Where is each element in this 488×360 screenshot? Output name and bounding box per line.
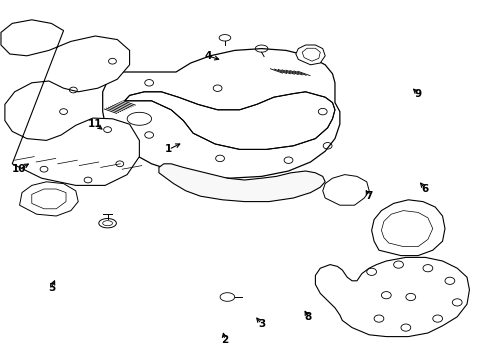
Text: 9: 9 xyxy=(414,89,421,99)
Text: 4: 4 xyxy=(203,51,211,61)
Polygon shape xyxy=(102,49,339,178)
Polygon shape xyxy=(20,182,78,216)
Text: 5: 5 xyxy=(48,283,55,293)
Text: 11: 11 xyxy=(88,119,102,129)
Text: 6: 6 xyxy=(421,184,428,194)
Polygon shape xyxy=(159,164,325,202)
Polygon shape xyxy=(315,257,468,337)
Text: 2: 2 xyxy=(221,335,228,345)
Text: 1: 1 xyxy=(165,144,172,154)
Text: 3: 3 xyxy=(258,319,264,329)
Text: 8: 8 xyxy=(304,312,311,322)
Polygon shape xyxy=(1,20,139,185)
Polygon shape xyxy=(295,45,325,65)
Text: 10: 10 xyxy=(12,164,27,174)
Polygon shape xyxy=(322,175,368,205)
Polygon shape xyxy=(371,200,444,256)
Text: 7: 7 xyxy=(365,191,372,201)
